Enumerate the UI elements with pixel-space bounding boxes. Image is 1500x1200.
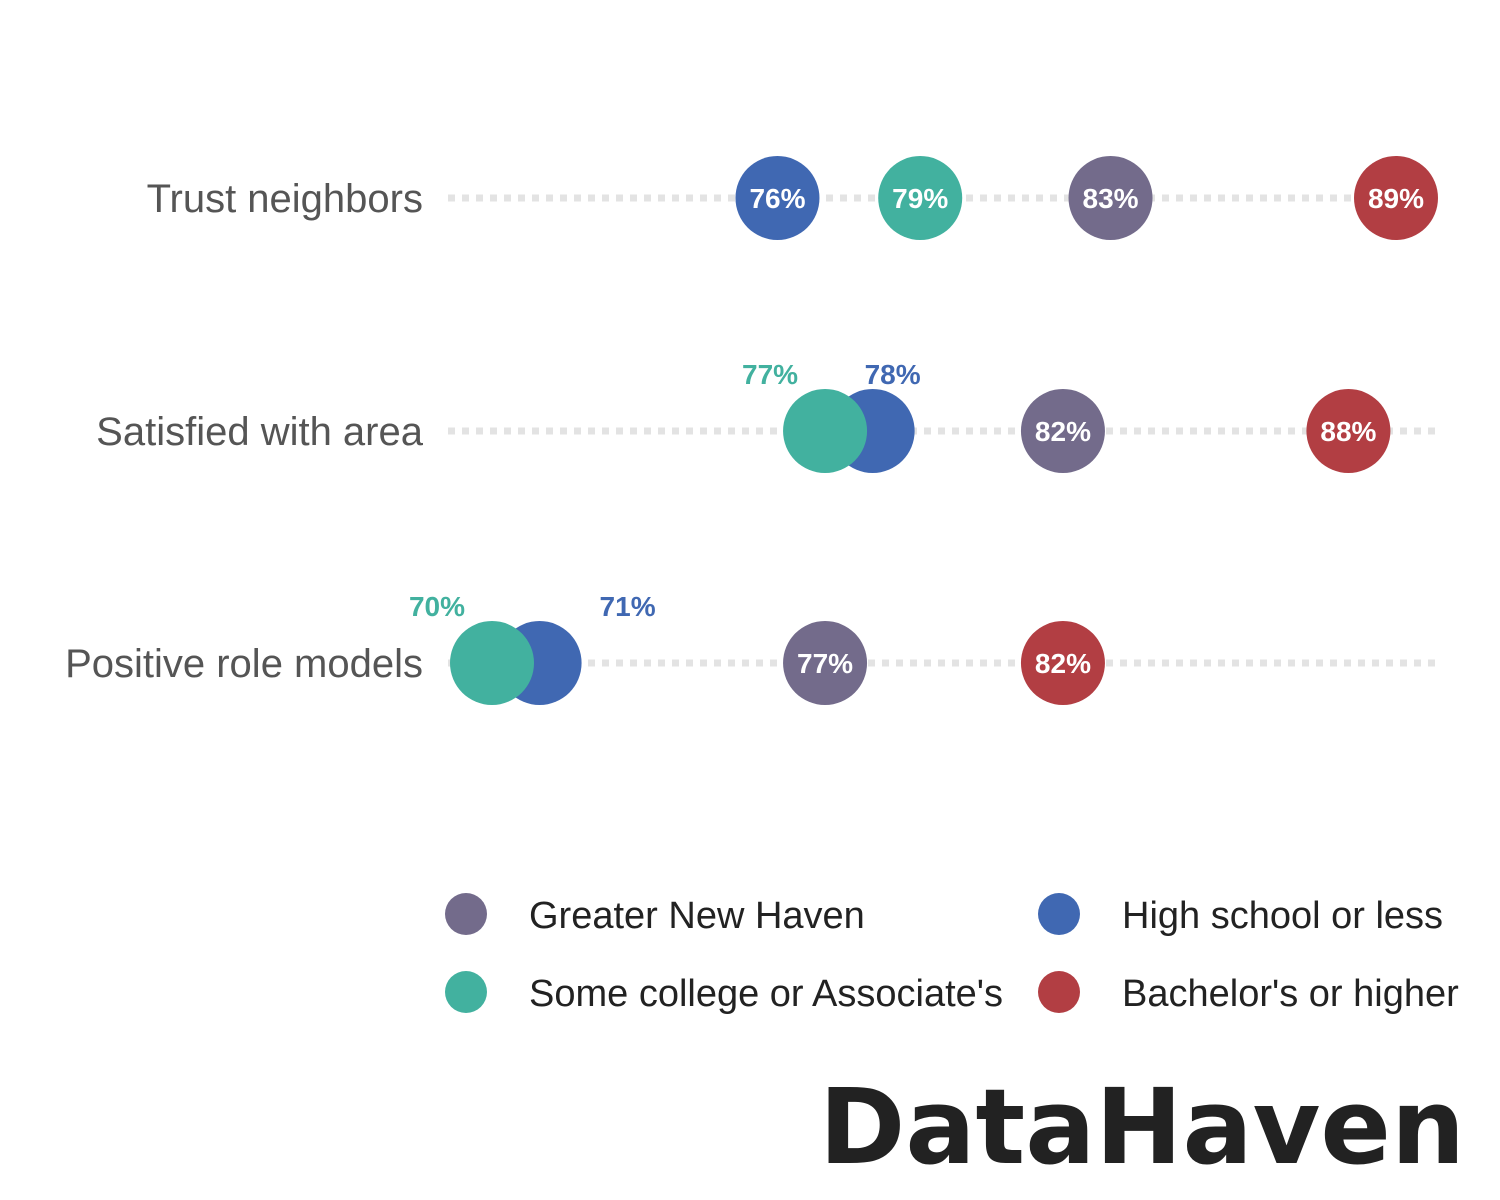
legend-item: Greater New Haven [445, 893, 865, 937]
legend-label: Bachelor's or higher [1122, 973, 1459, 1015]
legend-swatch [1038, 971, 1080, 1013]
dot-marker [878, 156, 963, 240]
value-label: 82% [1035, 416, 1091, 447]
dot-marker [1354, 156, 1438, 240]
value-label: 77% [742, 359, 798, 390]
value-label: 88% [1320, 416, 1376, 447]
value-label: 78% [865, 359, 921, 390]
category-label: Trust neighbors [147, 177, 423, 221]
chart-row: Trust neighbors 83% 76% 79% 89% [147, 156, 1440, 240]
category-label: Satisfied with area [96, 410, 424, 454]
legend-swatch [445, 971, 487, 1013]
value-label: 89% [1368, 183, 1424, 214]
dot-marker [1020, 621, 1105, 705]
value-label: 79% [892, 183, 948, 214]
dot-marker [1068, 156, 1153, 240]
value-label: 70% [409, 591, 465, 622]
value-label: 83% [1083, 183, 1139, 214]
legend-label: Greater New Haven [529, 895, 865, 937]
legend-swatch [1038, 893, 1080, 935]
chart-row: Positive role models 77% 71% 70% 82% [65, 591, 1440, 705]
legend-item: High school or less [1038, 893, 1443, 937]
value-label: 71% [600, 591, 656, 622]
datahaven-logo: DataHaven [819, 1066, 1465, 1188]
value-label: 82% [1035, 648, 1091, 679]
value-label: 77% [797, 648, 853, 679]
dot-marker [783, 621, 868, 705]
chart-row: Satisfied with area 82% 78% 77% 88% [96, 359, 1440, 473]
legend: Greater New Haven High school or less Some… [445, 893, 1459, 1015]
dot-marker [450, 621, 534, 705]
value-label: 76% [749, 183, 805, 214]
legend-swatch [445, 893, 487, 935]
legend-item: Bachelor's or higher [1038, 971, 1459, 1015]
dot-marker [1306, 389, 1391, 473]
dot-marker [783, 389, 868, 473]
legend-item: Some college or Associate's [445, 971, 1003, 1015]
legend-label: High school or less [1122, 895, 1443, 937]
legend-label: Some college or Associate's [529, 973, 1003, 1015]
category-label: Positive role models [65, 642, 423, 686]
dot-marker [1020, 389, 1105, 473]
dot-marker [735, 156, 820, 240]
chart-rows: Trust neighbors 83% 76% 79% 89% Satisfied wit… [65, 156, 1440, 705]
